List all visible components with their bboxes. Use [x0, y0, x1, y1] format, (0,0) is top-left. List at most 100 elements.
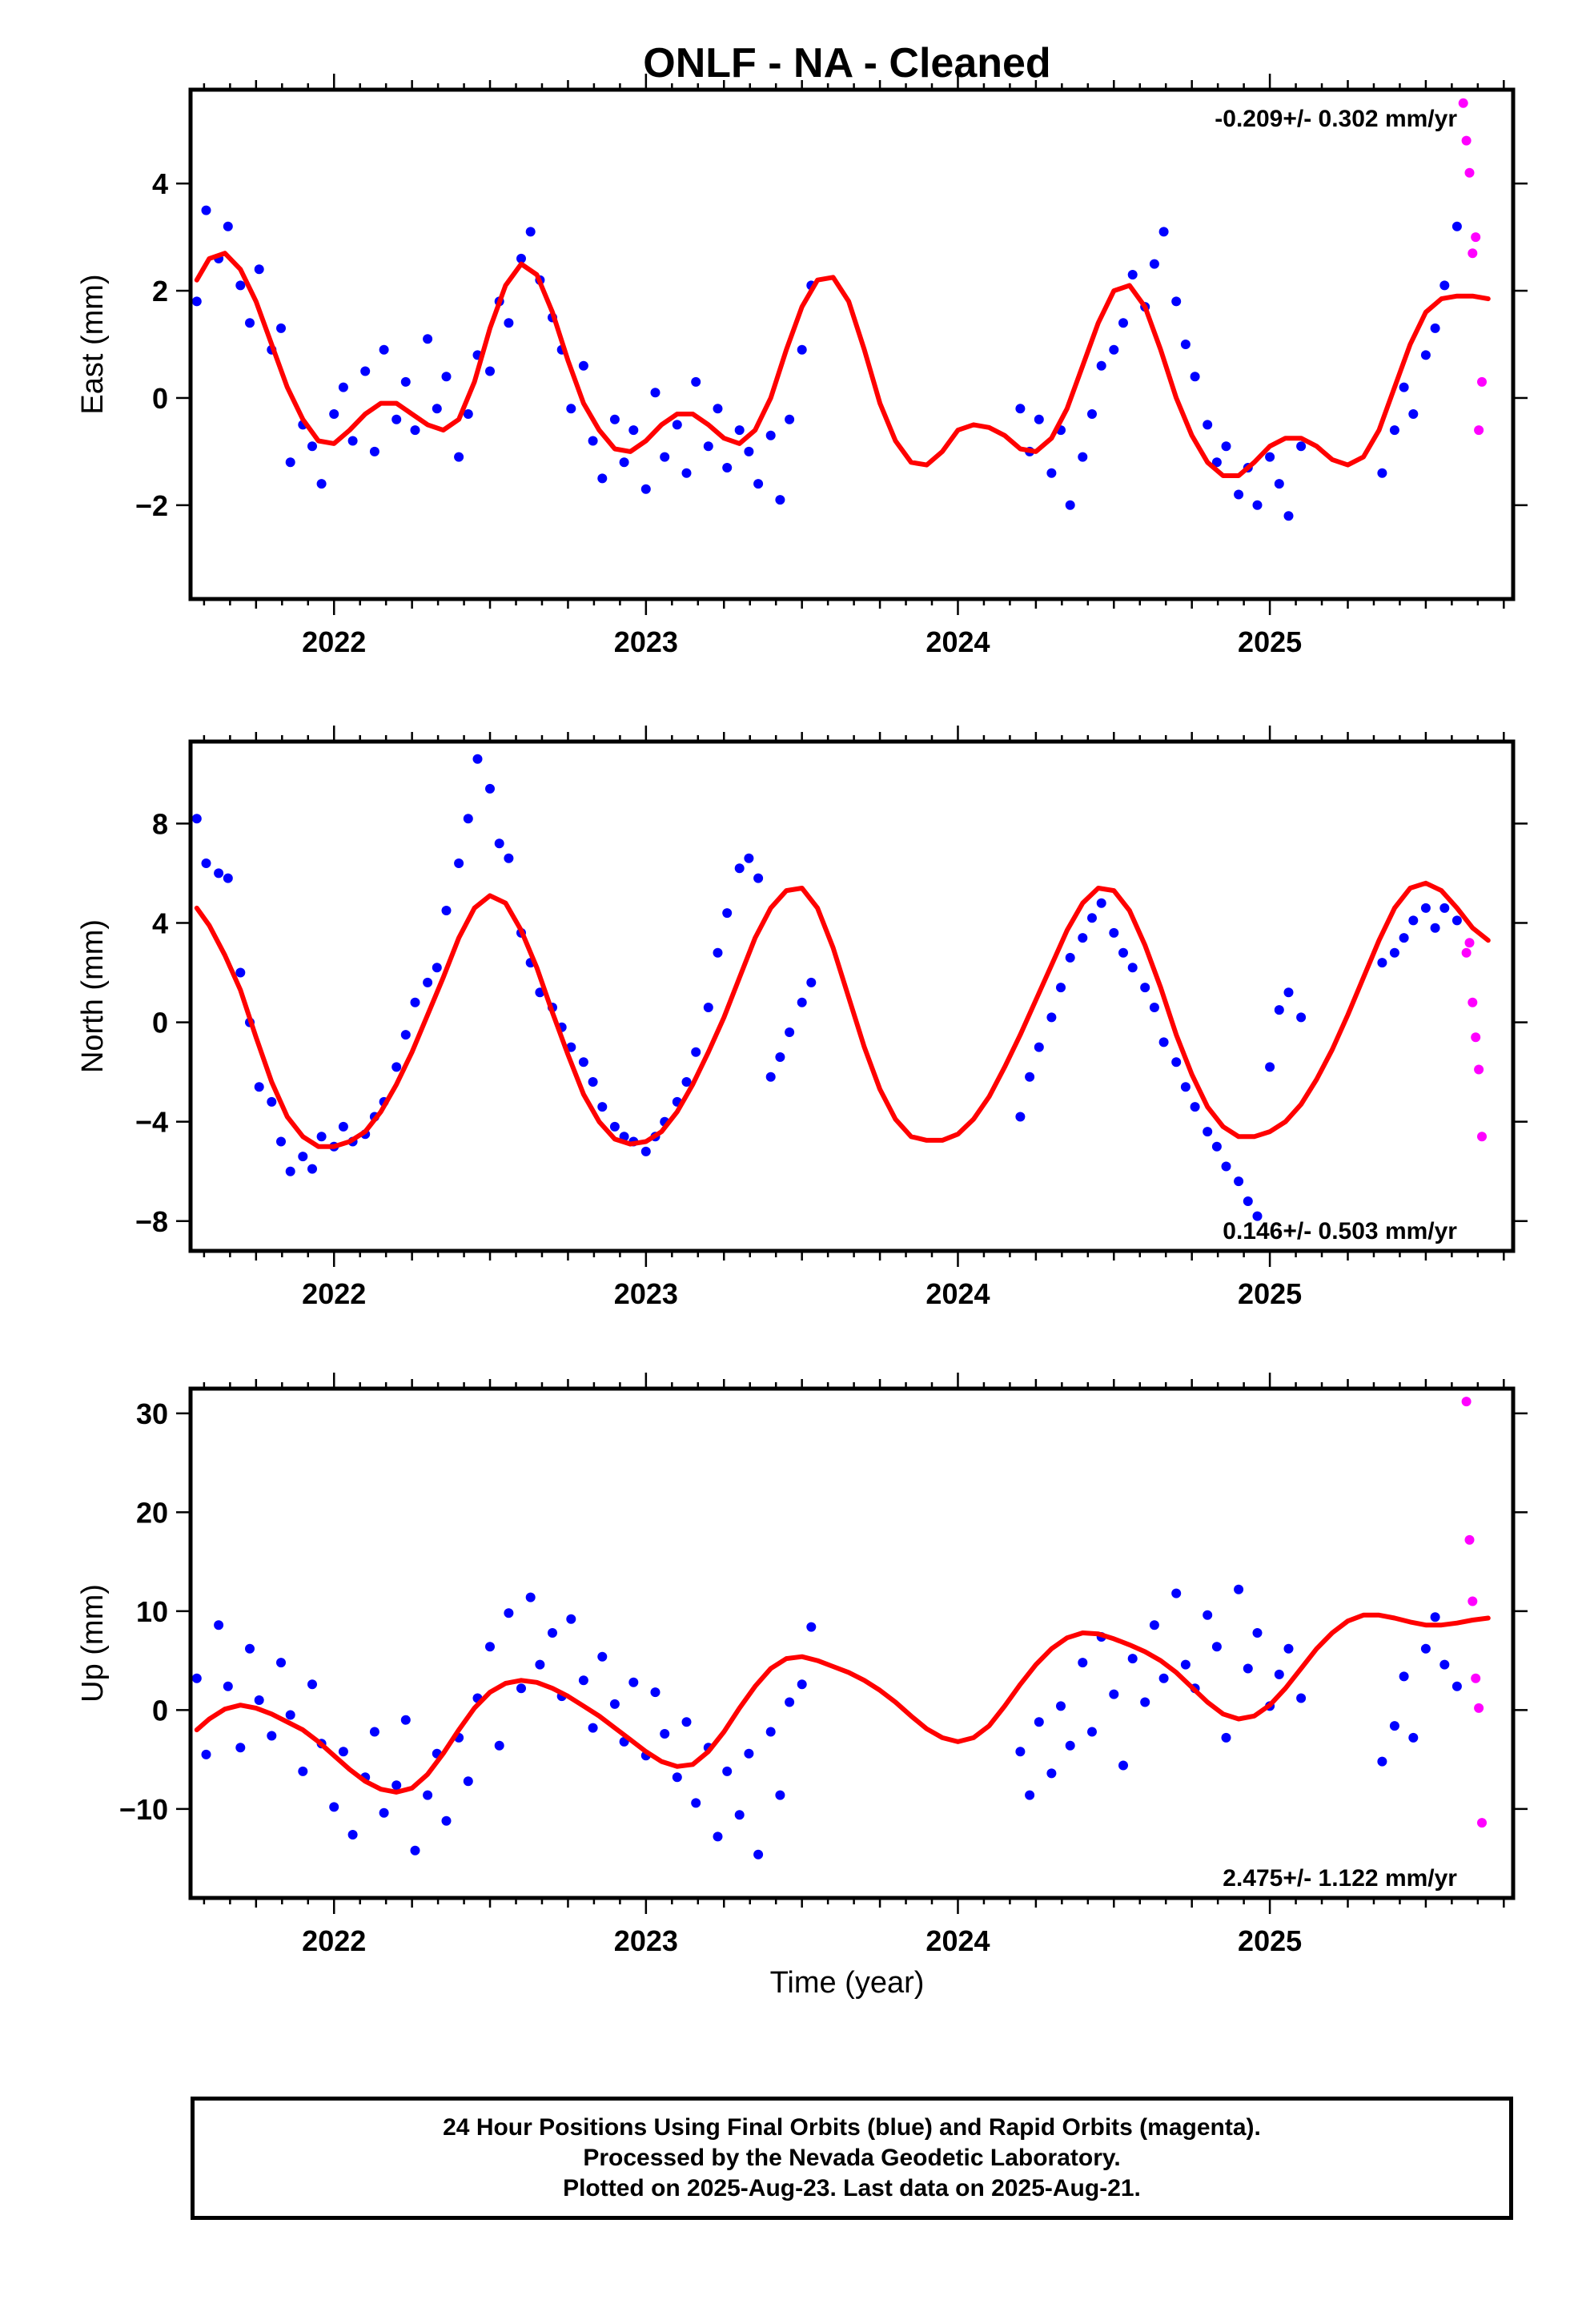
east-data-point	[245, 318, 255, 328]
up-data-point	[1464, 1534, 1475, 1545]
north-data-point	[1474, 1064, 1484, 1075]
up-data-point	[660, 1729, 670, 1739]
east-data-point	[703, 441, 713, 452]
east-data-point	[1234, 489, 1244, 500]
north-data-point	[201, 858, 211, 868]
north-data-point	[775, 1052, 785, 1062]
north-data-point	[400, 1030, 411, 1040]
north-data-point	[267, 1096, 277, 1107]
up-data-point	[578, 1675, 588, 1686]
up-data-point	[298, 1766, 308, 1776]
north-data-point	[214, 868, 224, 879]
north-data-point	[1274, 1005, 1284, 1015]
north-data-point	[1468, 997, 1478, 1007]
up-data-point	[672, 1772, 682, 1783]
east-data-point	[744, 446, 754, 456]
north-data-point	[1211, 1141, 1222, 1152]
north-data-point	[316, 1132, 327, 1142]
north-data-point	[1180, 1082, 1191, 1092]
up-data-point	[1420, 1643, 1431, 1654]
east-data-point	[235, 280, 246, 291]
east-data-point	[1078, 452, 1088, 462]
up-x-tick-label: 2022	[302, 1924, 366, 1957]
up-data-point	[681, 1717, 692, 1727]
north-data-point	[1399, 933, 1409, 943]
up-data-point	[485, 1642, 495, 1652]
up-data-point	[1180, 1659, 1191, 1670]
north-data-point	[423, 977, 433, 987]
east-data-point	[316, 479, 327, 489]
north-data-point	[734, 863, 745, 874]
up-data-point	[338, 1747, 348, 1757]
east-data-point	[485, 366, 495, 376]
up-data-point	[1118, 1760, 1128, 1771]
north-data-point	[765, 1072, 776, 1082]
east-data-point	[628, 425, 639, 436]
north-data-point	[285, 1166, 295, 1176]
north-data-point	[744, 853, 754, 863]
north-data-point	[1109, 927, 1119, 938]
up-x-tick-label: 2023	[614, 1924, 678, 1957]
east-data-point	[1430, 323, 1440, 333]
east-data-point	[1211, 457, 1222, 468]
north-plot-area	[191, 754, 1491, 1221]
north-data-point	[578, 1057, 588, 1068]
east-data-point	[1252, 500, 1263, 510]
up-y-tick-label: 10	[136, 1595, 168, 1628]
east-data-point	[1046, 468, 1057, 478]
north-data-point	[597, 1102, 608, 1112]
north-data-point	[223, 873, 233, 883]
north-data-point	[1171, 1057, 1182, 1068]
east-data-point	[516, 253, 526, 263]
north-y-tick-label: −4	[135, 1106, 168, 1139]
north-data-point	[681, 1077, 692, 1087]
north-data-point	[235, 967, 246, 978]
north-rate-label: 0.146+/- 0.503 mm/yr	[1223, 1218, 1457, 1244]
up-data-point	[267, 1731, 277, 1741]
up-data-point	[1127, 1654, 1138, 1664]
north-data-point	[1452, 915, 1462, 926]
east-data-point	[379, 344, 389, 355]
east-y-tick-label: 2	[152, 275, 168, 308]
east-data-point	[1109, 344, 1119, 355]
up-data-point	[1461, 1397, 1472, 1407]
east-data-point	[1420, 350, 1431, 360]
north-data-point	[485, 783, 495, 794]
north-data-point	[1096, 898, 1106, 908]
north-data-point	[1025, 1072, 1035, 1082]
east-data-point	[1464, 167, 1475, 178]
east-data-point	[797, 344, 807, 355]
up-data-point	[1408, 1732, 1419, 1743]
east-data-point	[1149, 259, 1159, 269]
east-data-point	[619, 457, 629, 468]
up-model-line	[194, 1612, 1491, 1795]
north-data-point	[1118, 947, 1128, 958]
north-data-point	[1377, 958, 1387, 968]
east-data-point	[650, 388, 661, 398]
north-data-point	[1149, 1003, 1159, 1012]
north-y-axis-label: North (mm)	[76, 919, 110, 1073]
north-frame	[188, 739, 1516, 1253]
east-frame	[188, 87, 1516, 601]
north-x-tick-label: 2022	[302, 1277, 366, 1310]
up-data-point	[1025, 1790, 1035, 1800]
up-data-point	[1474, 1703, 1484, 1713]
up-data-point	[391, 1780, 402, 1791]
up-data-point	[400, 1715, 411, 1725]
east-data-point	[672, 420, 682, 430]
north-data-point	[1461, 947, 1472, 958]
east-data-point	[1452, 221, 1462, 231]
north-data-point	[713, 947, 723, 958]
up-data-point	[1056, 1701, 1066, 1711]
east-data-point	[681, 468, 692, 478]
north-data-point	[1158, 1037, 1169, 1047]
up-data-point	[516, 1683, 526, 1694]
east-data-point	[1274, 479, 1284, 489]
footer-line-1: 24 Hour Positions Using Final Orbits (bl…	[443, 2114, 1261, 2141]
east-data-point	[1399, 382, 1409, 392]
east-y-tick-label: 4	[152, 167, 168, 200]
north-y-tick-label: 0	[152, 1007, 168, 1039]
east-data-point	[1158, 227, 1169, 237]
east-model-line	[194, 251, 1491, 478]
